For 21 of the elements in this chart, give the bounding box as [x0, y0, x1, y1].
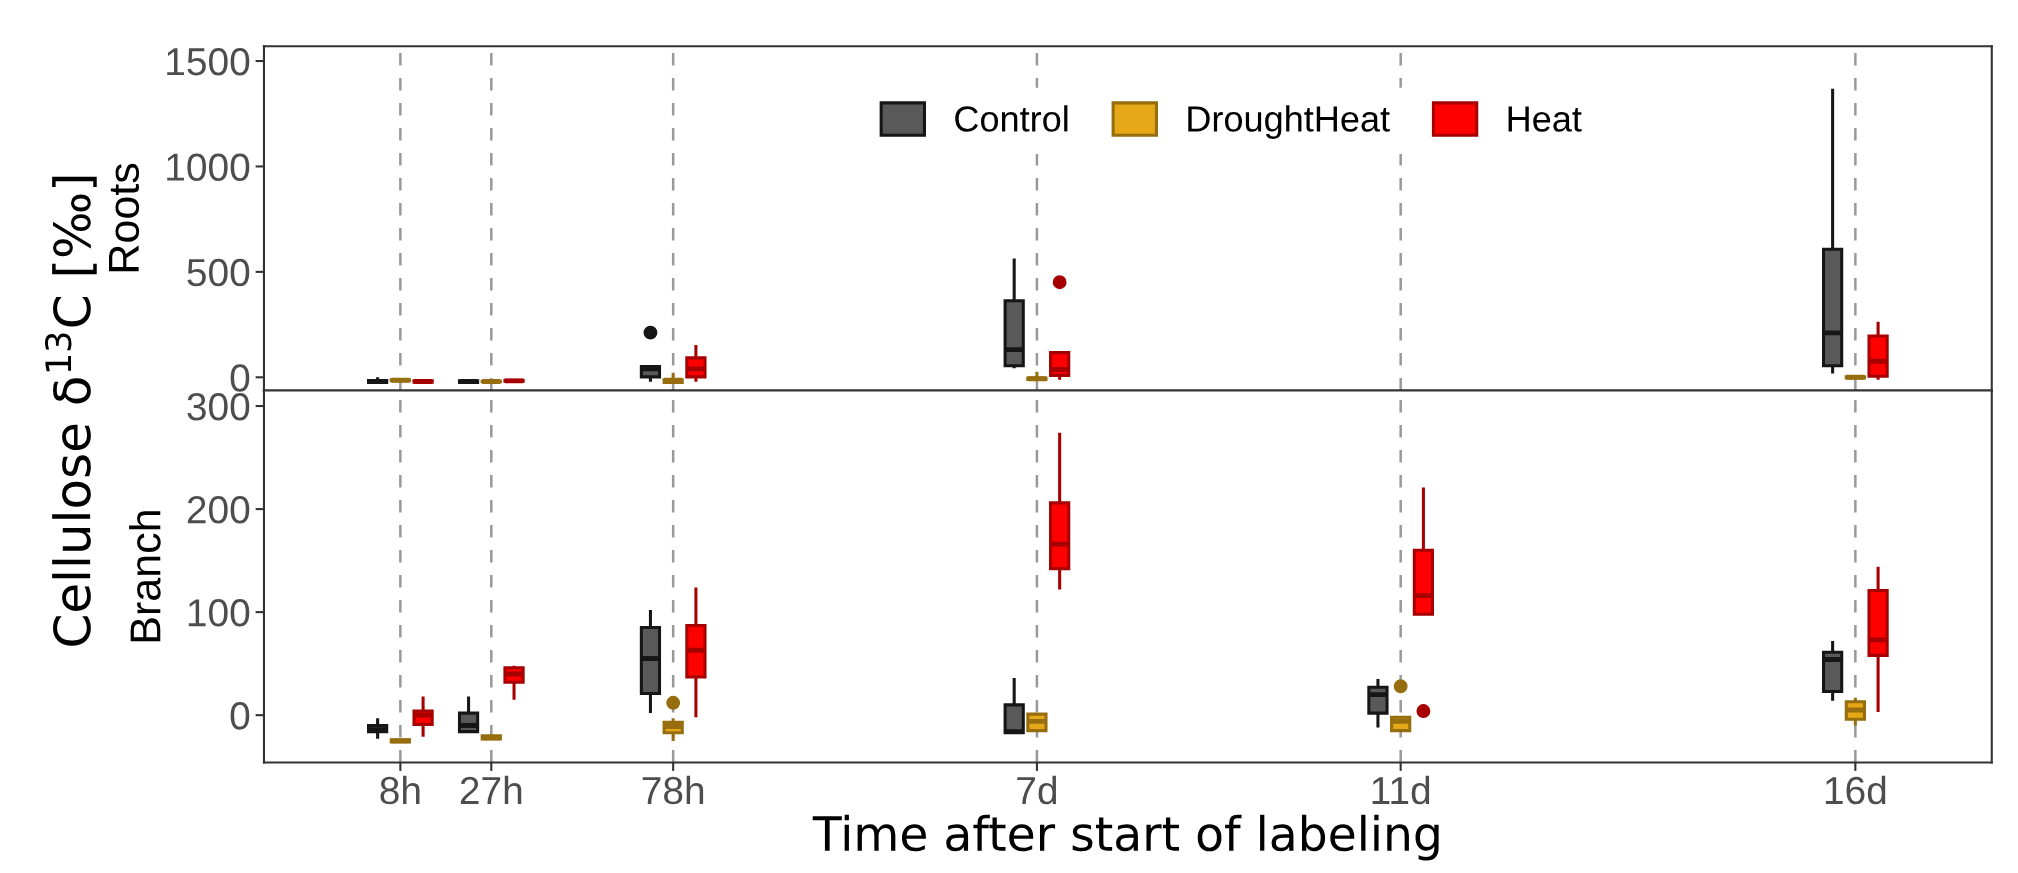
- text: Cellulose δ$^{13}$C [‰]: [45, 176, 97, 646]
- y-axis-title: Roots: [109, 163, 140, 272]
- x-tick-label: 16d: [1825, 775, 1886, 805]
- x-axis-title: Time after start of labeling: [812, 814, 1439, 861]
- y-axis-title: Branch: [129, 511, 161, 642]
- y-tick-label: 1500: [167, 47, 250, 76]
- y-tick-label: 500: [187, 258, 250, 287]
- x-tick-label: 7d: [1017, 775, 1057, 805]
- legend-label: Heat: [1508, 106, 1582, 132]
- x-tick-label: 78h: [642, 775, 704, 805]
- legend-label: DroughtHeat: [1188, 105, 1390, 139]
- y-tick-label: 300: [187, 392, 250, 421]
- x-tick-label: 11d: [1372, 775, 1430, 805]
- y-tick-label: 0: [230, 702, 250, 730]
- y-tick-label: 100: [188, 599, 250, 627]
- x-tick-label: 8h: [380, 775, 420, 805]
- x-tick-label: 27h: [460, 775, 522, 804]
- y-tick-label: 0: [230, 364, 250, 392]
- y-tick-label: 200: [187, 496, 250, 524]
- legend-label: Control: [955, 105, 1068, 132]
- y-tick-label: 1000: [167, 153, 250, 181]
